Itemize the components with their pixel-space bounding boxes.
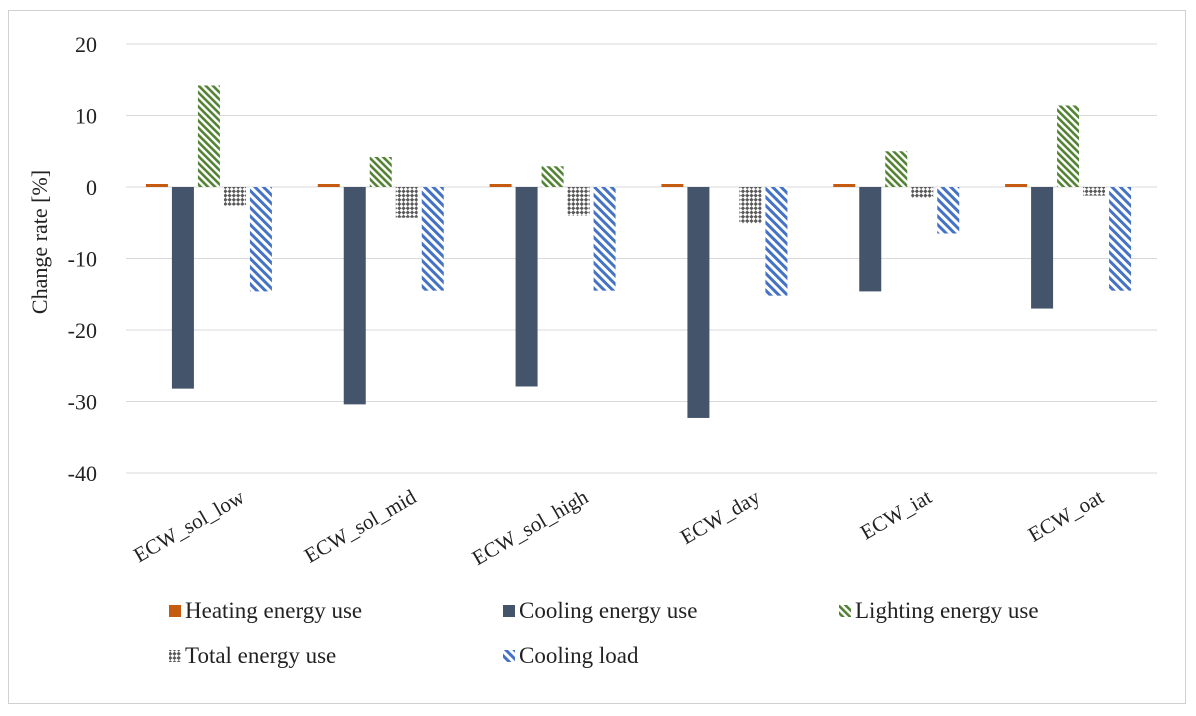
bar-heating-energy-use-ecw_iat bbox=[833, 184, 856, 187]
bar-cooling-load-ecw_day bbox=[765, 187, 788, 296]
bar-lighting-energy-use-ecw_sol_low bbox=[197, 85, 220, 187]
y-tick-label: 0 bbox=[86, 175, 97, 200]
legend-label: Cooling energy use bbox=[519, 598, 697, 623]
x-category-label: ECW_sol_mid bbox=[300, 484, 421, 567]
bar-lighting-energy-use-ecw_sol_mid bbox=[369, 156, 392, 187]
x-category-label: ECW_iat bbox=[856, 484, 936, 544]
bar-total-energy-use-ecw_sol_low bbox=[223, 187, 246, 206]
bar-total-energy-use-ecw_oat bbox=[1083, 187, 1106, 196]
y-tick-label: 10 bbox=[75, 104, 97, 129]
y-tick-label: 20 bbox=[75, 32, 97, 57]
chart-frame: 20 10 0 -10 -20 -30 -40 ECW_sol_low ECW_sol_mid… bbox=[8, 10, 1186, 704]
bar-cooling-load-ecw_iat bbox=[937, 187, 960, 234]
legend: Heating energy use Cooling energy use Ligh… bbox=[169, 598, 1039, 668]
y-tick-label: -30 bbox=[68, 390, 97, 415]
bars bbox=[145, 85, 1132, 418]
legend-label: Lighting energy use bbox=[855, 598, 1039, 623]
x-category-label: ECW_sol_low bbox=[129, 484, 249, 567]
legend-swatch-total-energy-use bbox=[169, 650, 181, 662]
legend-swatch-cooling-load bbox=[503, 650, 515, 662]
bar-heating-energy-use-ecw_sol_mid bbox=[317, 184, 340, 187]
x-category-label: ECW_sol_high bbox=[468, 484, 593, 570]
y-tick-label: -40 bbox=[68, 461, 97, 486]
legend-swatch-cooling-energy-use bbox=[503, 605, 515, 617]
bar-cooling-load-ecw_sol_high bbox=[593, 187, 616, 291]
gridlines bbox=[126, 43, 1157, 474]
legend-label: Total energy use bbox=[185, 643, 336, 668]
bar-heating-energy-use-ecw_day bbox=[661, 184, 684, 187]
bar-lighting-energy-use-ecw_iat bbox=[885, 151, 908, 187]
bar-cooling-energy-use-ecw_iat bbox=[859, 187, 882, 292]
y-tick-label: -10 bbox=[68, 247, 97, 272]
bar-cooling-energy-use-ecw_oat bbox=[1031, 187, 1054, 309]
bar-chart: 20 10 0 -10 -20 -30 -40 ECW_sol_low ECW_sol_mid… bbox=[27, 32, 1157, 668]
bar-lighting-energy-use-ecw_oat bbox=[1057, 105, 1080, 187]
bar-heating-energy-use-ecw_sol_high bbox=[489, 184, 512, 187]
x-category-labels: ECW_sol_low ECW_sol_mid ECW_sol_high ECW_da… bbox=[129, 484, 1107, 570]
y-tick-labels: 20 10 0 -10 -20 -30 -40 bbox=[68, 32, 97, 486]
legend-swatch-heating-energy-use bbox=[169, 605, 181, 617]
legend-label: Cooling load bbox=[519, 643, 639, 668]
bar-cooling-energy-use-ecw_day bbox=[687, 187, 710, 418]
bar-cooling-load-ecw_sol_mid bbox=[421, 187, 444, 291]
bar-cooling-energy-use-ecw_sol_mid bbox=[343, 187, 366, 405]
x-category-label: ECW_day bbox=[676, 484, 764, 549]
bar-heating-energy-use-ecw_oat bbox=[1005, 184, 1028, 187]
bar-total-energy-use-ecw_sol_high bbox=[567, 187, 590, 216]
y-tick-label: -20 bbox=[68, 318, 97, 343]
x-category-label: ECW_oat bbox=[1024, 484, 1108, 546]
y-axis-title: Change rate [%] bbox=[27, 170, 52, 314]
bar-cooling-energy-use-ecw_sol_high bbox=[515, 187, 538, 387]
bar-total-energy-use-ecw_iat bbox=[911, 187, 934, 198]
bar-total-energy-use-ecw_sol_mid bbox=[395, 187, 418, 218]
bar-cooling-load-ecw_sol_low bbox=[249, 187, 272, 292]
legend-swatch-lighting-energy-use bbox=[839, 605, 851, 617]
bar-lighting-energy-use-ecw_sol_high bbox=[541, 166, 564, 187]
bar-heating-energy-use-ecw_sol_low bbox=[145, 184, 168, 187]
legend-label: Heating energy use bbox=[185, 598, 362, 623]
bar-total-energy-use-ecw_day bbox=[739, 187, 762, 224]
bar-cooling-load-ecw_oat bbox=[1109, 187, 1132, 291]
bar-cooling-energy-use-ecw_sol_low bbox=[171, 187, 194, 389]
